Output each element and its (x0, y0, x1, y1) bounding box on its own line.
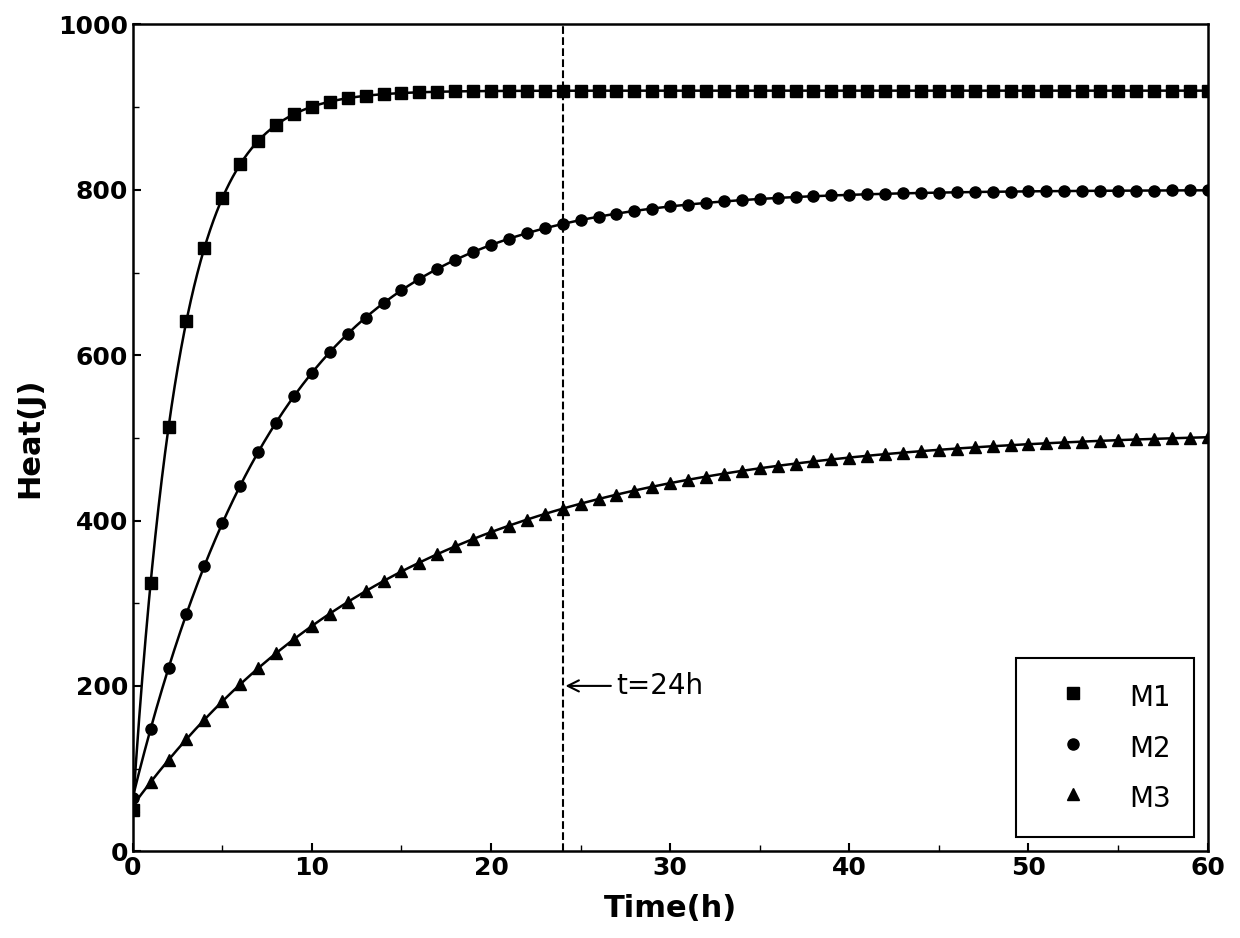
Y-axis label: Heat(J): Heat(J) (15, 378, 43, 498)
M1 (376, 88, 391, 99)
Line: M1: M1 (128, 85, 1213, 815)
Legend: M1, M2, M3: M1, M2, M3 (1016, 658, 1194, 838)
M2 (376, 297, 391, 309)
Line: M3: M3 (128, 431, 1213, 811)
M1 (501, 85, 516, 97)
M3 (1200, 431, 1215, 443)
M1 (1200, 85, 1215, 97)
M3 (1056, 437, 1071, 448)
X-axis label: Time(h): Time(h) (604, 894, 737, 923)
M2 (1056, 186, 1071, 197)
M3 (770, 461, 785, 472)
M1 (125, 804, 140, 815)
M3 (698, 471, 713, 482)
M2 (770, 192, 785, 204)
M2 (340, 328, 355, 340)
M3 (125, 800, 140, 811)
Text: t=24h: t=24h (568, 672, 703, 700)
M2 (125, 792, 140, 803)
Line: M2: M2 (128, 185, 1213, 803)
M3 (501, 520, 516, 531)
M2 (1200, 185, 1215, 196)
M1 (770, 85, 785, 97)
M1 (340, 93, 355, 104)
M2 (698, 197, 713, 208)
M1 (1056, 85, 1071, 97)
M2 (501, 234, 516, 245)
M1 (698, 85, 713, 97)
M3 (376, 575, 391, 586)
M3 (340, 597, 355, 608)
